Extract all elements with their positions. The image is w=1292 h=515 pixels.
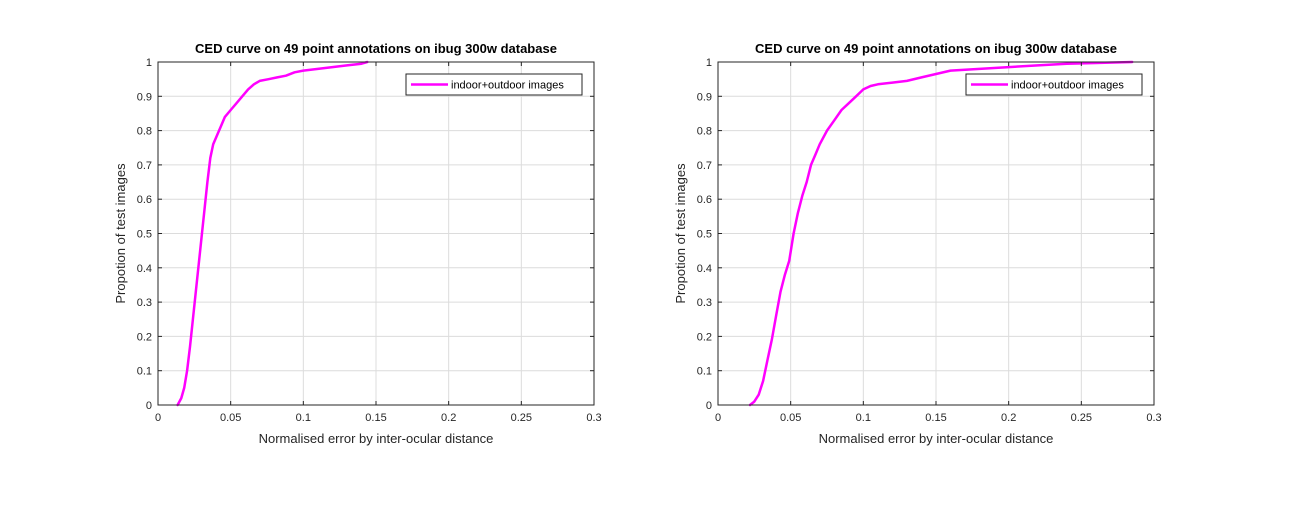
y-tick-label: 0.9 — [697, 91, 712, 103]
legend-label: indoor+outdoor images — [1011, 80, 1124, 92]
x-tick-label: 0.1 — [296, 412, 311, 424]
y-tick-label: 0.2 — [697, 331, 712, 343]
x-tick-label: 0.15 — [365, 412, 386, 424]
x-tick-label: 0.05 — [780, 412, 801, 424]
y-axis-label: Propotion of test images — [113, 163, 128, 304]
y-tick-label: 0.3 — [697, 297, 712, 309]
y-tick-label: 0 — [146, 400, 152, 412]
x-tick-label: 0.25 — [1071, 412, 1092, 424]
y-tick-label: 0.7 — [697, 160, 712, 172]
x-tick-label: 0.3 — [586, 412, 601, 424]
x-axis-label: Normalised error by inter-ocular distanc… — [259, 431, 494, 446]
x-tick-label: 0.2 — [1001, 412, 1016, 424]
y-tick-label: 1 — [146, 57, 152, 69]
legend-box — [965, 73, 1143, 96]
x-tick-label: 0.1 — [856, 412, 871, 424]
x-tick-label: 0.2 — [441, 412, 456, 424]
legend: indoor+outdoor images — [405, 73, 583, 96]
x-tick-label: 0.05 — [220, 412, 241, 424]
x-tick-label: 0 — [715, 412, 721, 424]
y-tick-label: 0.5 — [137, 229, 152, 241]
legend-label: indoor+outdoor images — [451, 80, 564, 92]
y-tick-label: 0.4 — [137, 263, 152, 275]
series-line — [176, 60, 369, 407]
y-axis-label: Propotion of test images — [673, 163, 688, 304]
y-tick-label: 0.8 — [137, 126, 152, 138]
y-tick-label: 0 — [706, 400, 712, 412]
legend: indoor+outdoor images — [965, 73, 1143, 96]
legend-box — [405, 73, 583, 96]
y-tick-label: 0.7 — [137, 160, 152, 172]
chart-2: 0 0.05 0.1 0.15 0.2 0.25 0.3 0 0.1 0.2 0.3 0.4 0.5 0.… — [673, 41, 1162, 446]
chart-title: CED curve on 49 point annotations on ibu… — [195, 41, 557, 56]
y-tick-label: 0.9 — [137, 91, 152, 103]
y-tick-label: 1 — [706, 57, 712, 69]
x-tick-label: 0.25 — [511, 412, 532, 424]
y-tick-label: 0.6 — [137, 194, 152, 206]
series-line — [748, 60, 1134, 407]
y-tick-label: 0.6 — [697, 194, 712, 206]
y-tick-label: 0.3 — [137, 297, 152, 309]
chart-1: 0 0.05 0.1 0.15 0.2 0.25 0.3 0 0.1 0.2 0.3 0.4 0.5 0.… — [113, 41, 602, 446]
y-tick-label: 0.4 — [697, 263, 712, 275]
x-tick-label: 0.15 — [925, 412, 946, 424]
y-tick-label: 0.1 — [137, 366, 152, 378]
y-tick-label: 0.1 — [697, 366, 712, 378]
x-axis-label: Normalised error by inter-ocular distanc… — [819, 431, 1054, 446]
y-tick-label: 0.2 — [137, 331, 152, 343]
x-tick-label: 0 — [155, 412, 161, 424]
y-tick-label: 0.8 — [697, 126, 712, 138]
y-tick-label: 0.5 — [697, 229, 712, 241]
x-tick-label: 0.3 — [1146, 412, 1161, 424]
chart-title: CED curve on 49 point annotations on ibu… — [755, 41, 1117, 56]
